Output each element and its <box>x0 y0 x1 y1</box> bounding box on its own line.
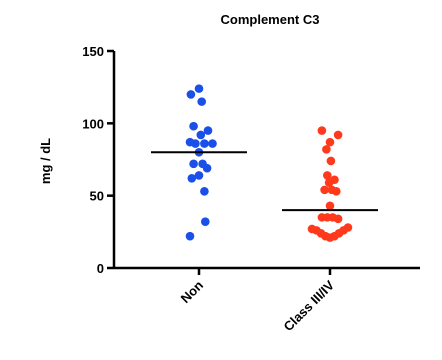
data-point <box>325 137 335 147</box>
data-point <box>194 171 204 180</box>
x-tick-label: Non <box>178 277 207 306</box>
data-marks <box>151 84 378 242</box>
data-point <box>186 90 196 99</box>
data-point <box>194 84 204 93</box>
data-point <box>185 231 195 241</box>
y-tick-label: 100 <box>82 116 104 131</box>
data-point <box>200 187 209 196</box>
data-point <box>189 159 198 169</box>
data-point <box>325 233 335 242</box>
data-point <box>333 130 343 140</box>
data-point <box>208 139 217 148</box>
data-point <box>324 178 334 187</box>
data-point <box>323 171 332 180</box>
y-tick-label: 0 <box>97 261 104 276</box>
y-axis-label: mg / dL <box>38 138 53 184</box>
chart-title: Complement C3 <box>221 12 320 27</box>
data-point <box>320 185 329 195</box>
data-point <box>332 187 341 196</box>
data-point <box>203 126 213 135</box>
data-point <box>325 201 335 211</box>
data-point <box>333 214 343 224</box>
data-point <box>326 156 336 166</box>
y-tick-label: 150 <box>82 44 104 59</box>
data-point <box>317 126 327 135</box>
data-point <box>187 174 197 183</box>
x-tick-label: Class III/IV <box>281 277 338 334</box>
axes: 0 50 100 150 Non Class III/IV <box>82 44 420 334</box>
data-point <box>189 121 198 131</box>
data-point <box>202 163 212 173</box>
data-point <box>191 139 200 148</box>
data-point <box>201 217 210 227</box>
y-tick-label: 50 <box>90 189 104 204</box>
data-point <box>196 130 206 140</box>
data-point <box>322 145 331 154</box>
data-point <box>197 97 206 106</box>
data-point <box>200 139 209 148</box>
